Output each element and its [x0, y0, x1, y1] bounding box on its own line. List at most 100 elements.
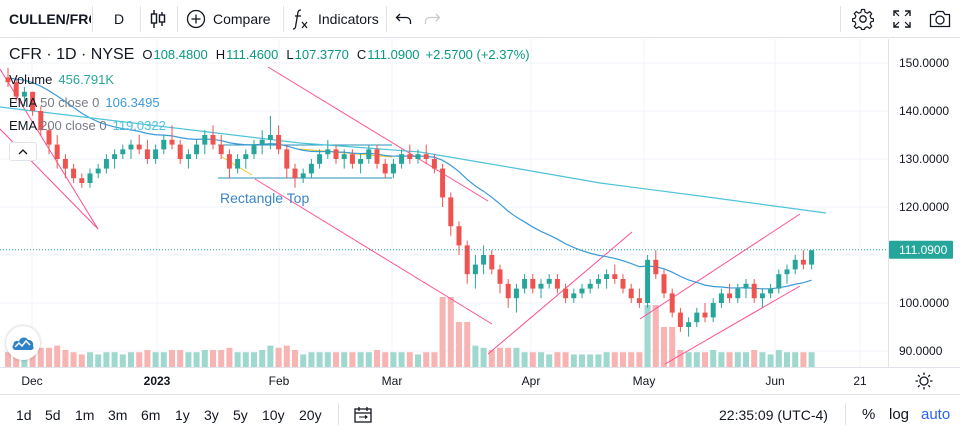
- redo-button[interactable]: [422, 0, 442, 38]
- volume-bar: [169, 350, 175, 367]
- range-button-3y[interactable]: 3y: [204, 406, 219, 423]
- volume-bar: [259, 350, 266, 367]
- trend-line: [487, 231, 633, 355]
- candle-body: [538, 283, 544, 289]
- candle-body: [5, 77, 11, 83]
- range-button-6m[interactable]: 6m: [141, 406, 161, 423]
- volume-bar: [702, 352, 708, 367]
- range-button-20y[interactable]: 20y: [299, 406, 322, 423]
- volume-bar: [570, 354, 577, 367]
- volume-bar: [562, 352, 569, 367]
- last-price-label: 111.0900: [899, 243, 948, 257]
- legend-collapse-button[interactable]: [9, 142, 37, 161]
- range-button-3m[interactable]: 3m: [108, 406, 128, 423]
- rectangle-drawing-label[interactable]: Rectangle Top: [220, 190, 310, 206]
- price-axis[interactable]: 150.0000 140.0000 130.0000 120.0000 100.0000…: [888, 39, 960, 367]
- volume-bar: [423, 352, 430, 367]
- camera-icon: [929, 10, 951, 28]
- go-to-date-button[interactable]: [352, 395, 374, 433]
- percent-scale-button[interactable]: %: [862, 406, 876, 423]
- volume-bar: [201, 350, 208, 367]
- ema-200-line: [0, 106, 827, 214]
- tradingview-logo[interactable]: [6, 326, 40, 360]
- volume-bar: [5, 352, 11, 367]
- candle-body: [112, 154, 118, 159]
- candle-body: [71, 168, 77, 179]
- range-button-1d[interactable]: 1d: [16, 406, 32, 423]
- toolbar-divider: [177, 6, 178, 32]
- compare-button[interactable]: Compare: [186, 0, 278, 38]
- auto-scale-button[interactable]: auto: [921, 406, 951, 423]
- indicators-button[interactable]: Indicators: [292, 0, 384, 38]
- legend-close: C111.0900: [356, 47, 420, 62]
- legend-change: +2.5700 (+2.37%): [425, 47, 530, 62]
- snapshot-button[interactable]: [926, 0, 954, 38]
- volume-bar: [234, 352, 241, 367]
- clock-timezone[interactable]: 22:35:09 (UTC-4): [719, 406, 828, 423]
- candle-body: [571, 293, 577, 299]
- volume-bar: [620, 352, 626, 367]
- volume-bar: [726, 352, 733, 367]
- volume-bar: [136, 352, 143, 367]
- interval-button[interactable]: D: [113, 11, 125, 27]
- volume-bar: [37, 347, 44, 367]
- volume-bar: [78, 354, 85, 367]
- volume-bar: [283, 345, 290, 367]
- volume-bar: [46, 347, 52, 367]
- legend-ema200[interactable]: EMA 200 close 0 119.0322: [9, 118, 166, 133]
- candle-body: [481, 255, 487, 265]
- candle-body: [325, 149, 331, 155]
- range-button-1m[interactable]: 1m: [75, 406, 95, 423]
- candle-body: [95, 168, 101, 174]
- range-button-5d[interactable]: 5d: [45, 406, 61, 423]
- candle-body: [399, 154, 405, 164]
- candle-body: [185, 154, 191, 159]
- volume-bar: [275, 347, 282, 367]
- candle-body: [153, 149, 159, 159]
- settings-button[interactable]: [850, 0, 876, 38]
- log-scale-button[interactable]: log: [889, 406, 910, 423]
- volume-bar: [595, 354, 602, 367]
- symbol-search-field[interactable]: CULLEN/FRC: [9, 11, 91, 27]
- candle-body: [161, 139, 167, 150]
- candle-body: [431, 159, 437, 169]
- volume-bar: [308, 352, 315, 367]
- legend-ema50[interactable]: EMA 50 close 0 106.3495: [9, 95, 160, 110]
- cloud-logo-icon: [12, 337, 34, 350]
- volume-bar: [324, 352, 331, 367]
- chart-pane[interactable]: [0, 39, 888, 367]
- candle-body: [702, 312, 708, 318]
- volume-bar: [538, 352, 544, 367]
- candle-body: [776, 274, 782, 289]
- volume-bar: [390, 352, 397, 367]
- candle-body: [792, 259, 798, 270]
- range-button-1y[interactable]: 1y: [175, 406, 190, 423]
- candle-body: [358, 159, 364, 164]
- candle-body: [727, 293, 733, 299]
- time-axis[interactable]: Dec 2023 Feb Mar Apr May Jun 21: [0, 367, 960, 393]
- legend-volume[interactable]: Volume 456.791K: [9, 72, 115, 87]
- timezone-settings-button[interactable]: [914, 371, 934, 391]
- chart-type-button[interactable]: [146, 0, 170, 38]
- candle-body: [390, 163, 396, 174]
- volume-bar: [103, 352, 110, 367]
- undo-button[interactable]: [394, 0, 414, 38]
- calendar-range-icon: [354, 406, 372, 423]
- price-chart[interactable]: [0, 39, 888, 367]
- time-tick-label: 21: [853, 374, 867, 388]
- candle-body: [300, 173, 306, 179]
- fullscreen-button[interactable]: [889, 0, 915, 38]
- volume-bar: [160, 352, 167, 367]
- volume-bar: [497, 347, 503, 367]
- volume-bar: [415, 354, 421, 367]
- range-button-5y[interactable]: 5y: [233, 406, 248, 423]
- candle-body: [292, 168, 298, 179]
- candle-body: [54, 144, 60, 159]
- chart-legend: CFR · 1D · NYSE O108.4800 H111.4600 L107…: [9, 46, 530, 133]
- range-button-10y[interactable]: 10y: [262, 406, 285, 423]
- candle-body: [620, 279, 626, 289]
- legend-symbol[interactable]: CFR · 1D · NYSE: [9, 46, 135, 63]
- price-tick-label: 100.0000: [899, 296, 949, 310]
- volume-bar: [447, 297, 454, 367]
- candle-body: [653, 259, 659, 275]
